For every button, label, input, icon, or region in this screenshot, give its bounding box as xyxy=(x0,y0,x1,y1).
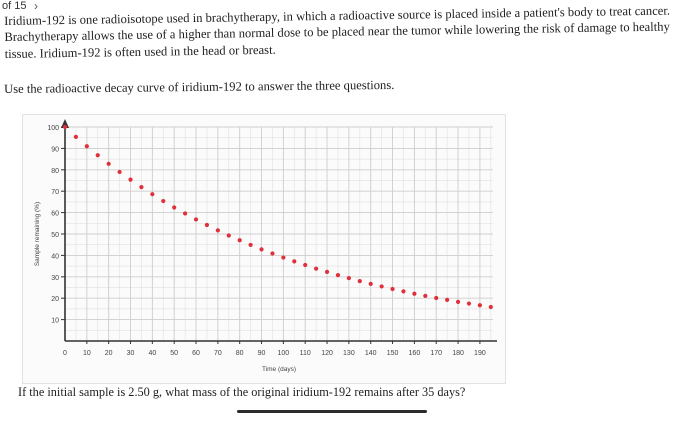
y-axis-label: Sample remaining (%) xyxy=(34,202,41,266)
x-tick-label: 140 xyxy=(365,350,377,357)
data-point xyxy=(488,304,493,310)
x-tick-label: 40 xyxy=(148,350,156,357)
decay-chart-svg: 10 20 30 40 50 60 70 80 90 100 0 10 20 30 40 50 60 70 80 90… xyxy=(34,119,497,373)
data-point xyxy=(139,185,144,190)
data-point xyxy=(193,217,199,222)
data-point xyxy=(226,233,231,238)
page-counter: of 15 xyxy=(2,0,27,12)
data-point xyxy=(270,251,275,256)
data-point xyxy=(73,134,79,139)
y-axis-arrow-icon xyxy=(61,119,69,128)
data-point xyxy=(292,259,297,264)
data-point xyxy=(324,269,330,274)
data-point xyxy=(128,177,133,182)
data-point xyxy=(106,161,111,166)
x-tick-label: 150 xyxy=(387,350,399,357)
data-point xyxy=(150,192,155,197)
data-point xyxy=(117,169,122,175)
data-point xyxy=(423,293,428,298)
y-tick-label: 40 xyxy=(51,253,59,260)
data-point xyxy=(248,242,253,248)
x-tick-label: 110 xyxy=(300,350,311,357)
x-tick-label: 190 xyxy=(474,350,486,357)
y-tick-label: 70 xyxy=(51,189,59,196)
y-tick-label: 60 xyxy=(51,211,59,218)
data-point xyxy=(379,284,384,289)
data-point xyxy=(434,295,439,301)
x-tick-label: 70 xyxy=(214,350,222,357)
data-point xyxy=(445,297,450,303)
data-point xyxy=(466,301,472,306)
data-point xyxy=(183,211,188,216)
data-point xyxy=(237,238,242,243)
instruction-text: Use the radioactive decay curve of iridi… xyxy=(4,77,395,96)
data-point xyxy=(172,205,177,210)
data-point xyxy=(368,281,373,286)
x-axis-label: Time (days) xyxy=(262,366,296,373)
question-text: If the initial sample is 2.50 g, what ma… xyxy=(18,385,466,399)
x-tick-label: 170 xyxy=(430,350,442,357)
data-point xyxy=(314,266,319,271)
data-point xyxy=(303,262,308,268)
y-tick-label: 100 xyxy=(47,125,59,132)
data-point xyxy=(455,299,461,304)
answer-underline xyxy=(237,410,427,413)
x-tick-label: 120 xyxy=(321,350,333,357)
data-point xyxy=(412,291,417,296)
x-tick-label: 180 xyxy=(452,350,464,357)
y-tick-label: 20 xyxy=(51,296,59,303)
data-point xyxy=(204,222,210,228)
y-tick-label: 80 xyxy=(51,168,59,175)
data-point xyxy=(401,289,406,294)
decay-chart: 10 20 30 40 50 60 70 80 90 100 0 10 20 30 40 50 60 70 80 90… xyxy=(22,114,506,384)
y-tick-label: 30 xyxy=(51,275,59,282)
x-tick-label: 10 xyxy=(83,350,91,357)
x-tick-label: 50 xyxy=(170,350,178,357)
data-point xyxy=(357,278,362,284)
data-point xyxy=(346,275,351,281)
data-point xyxy=(62,124,68,130)
chevron-right-icon[interactable]: › xyxy=(34,0,38,13)
x-tick-label: 160 xyxy=(409,350,421,357)
x-tick-label: 80 xyxy=(236,350,244,357)
x-tick-label: 60 xyxy=(192,350,200,357)
x-tick-label: 130 xyxy=(343,350,355,357)
y-tick-label: 50 xyxy=(51,232,59,239)
data-point xyxy=(84,144,89,149)
data-point xyxy=(281,255,286,260)
x-tick-label: 20 xyxy=(105,350,113,357)
intro-paragraph: Iridium-192 is one radioisotope used in … xyxy=(4,3,671,61)
y-tick-label: 90 xyxy=(51,146,59,153)
x-tick-label: 30 xyxy=(127,350,135,357)
data-point xyxy=(95,153,100,158)
data-point xyxy=(259,247,264,252)
y-tick-label: 10 xyxy=(51,318,59,325)
data-point xyxy=(335,272,341,278)
data-point xyxy=(161,198,166,204)
x-tick-label: 90 xyxy=(258,350,266,357)
data-point xyxy=(477,303,482,308)
x-tick-label: 0 xyxy=(63,350,67,357)
data-point xyxy=(390,286,395,292)
top-bar: of 15 › xyxy=(0,0,700,14)
x-tick-label: 100 xyxy=(278,350,290,357)
data-point xyxy=(215,228,220,233)
